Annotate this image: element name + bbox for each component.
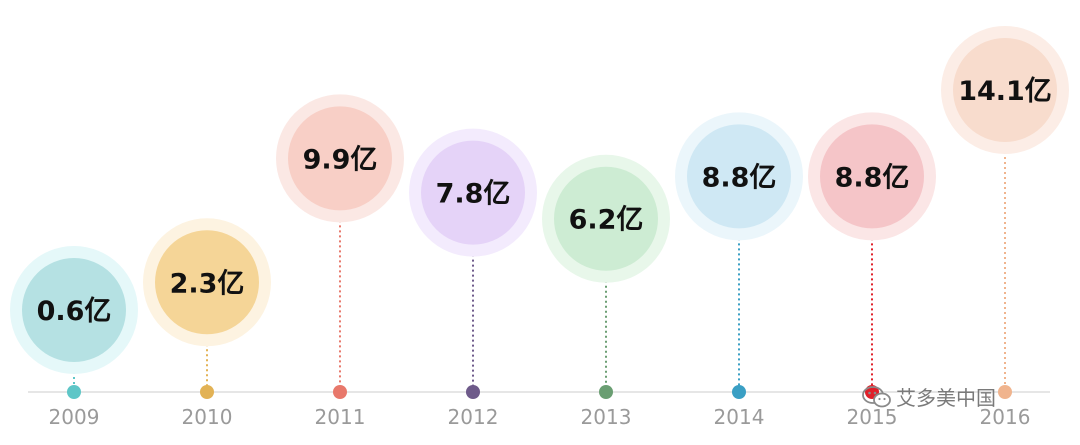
value-label: 8.8亿: [702, 162, 777, 193]
year-label: 2009: [49, 405, 100, 429]
value-label: 7.8亿: [436, 179, 511, 210]
year-label: 2014: [714, 405, 765, 429]
axis-marker: [998, 385, 1012, 399]
value-label: 9.9亿: [303, 144, 378, 175]
wechat-icon: [862, 384, 892, 410]
bubble: [421, 140, 525, 245]
bubble: [820, 124, 924, 229]
axis-marker: [466, 385, 480, 399]
year-label: 2015: [847, 405, 898, 429]
axis-marker: [732, 385, 746, 399]
axis-marker: [599, 385, 613, 399]
year-label: 2011: [315, 405, 366, 429]
value-label: 14.1亿: [958, 76, 1052, 107]
watermark: 艾多美中国: [862, 382, 996, 411]
axis-marker: [333, 385, 347, 399]
axis-marker: [200, 385, 214, 399]
bubble: [687, 124, 791, 229]
value-label: 8.8亿: [835, 162, 910, 193]
year-label: 2013: [581, 405, 632, 429]
bubble: [554, 166, 658, 271]
bubble: [288, 106, 392, 211]
bubble: [953, 37, 1057, 142]
value-label: 6.2亿: [569, 205, 644, 236]
bubble: [22, 258, 126, 362]
chart-marks: 0.6亿 2009 2.3亿 2010 9.9亿 2011 7.8亿 2012 6.2亿 2013…: [10, 25, 1069, 429]
axis-marker: [67, 385, 81, 399]
value-label: 0.6亿: [37, 296, 112, 327]
watermark-text: 艾多美中国: [896, 386, 996, 410]
value-label: 2.3亿: [170, 268, 245, 299]
year-label: 2012: [448, 405, 499, 429]
bubble: [155, 230, 259, 335]
year-label: 2010: [182, 405, 233, 429]
year-label: 2016: [980, 405, 1031, 429]
